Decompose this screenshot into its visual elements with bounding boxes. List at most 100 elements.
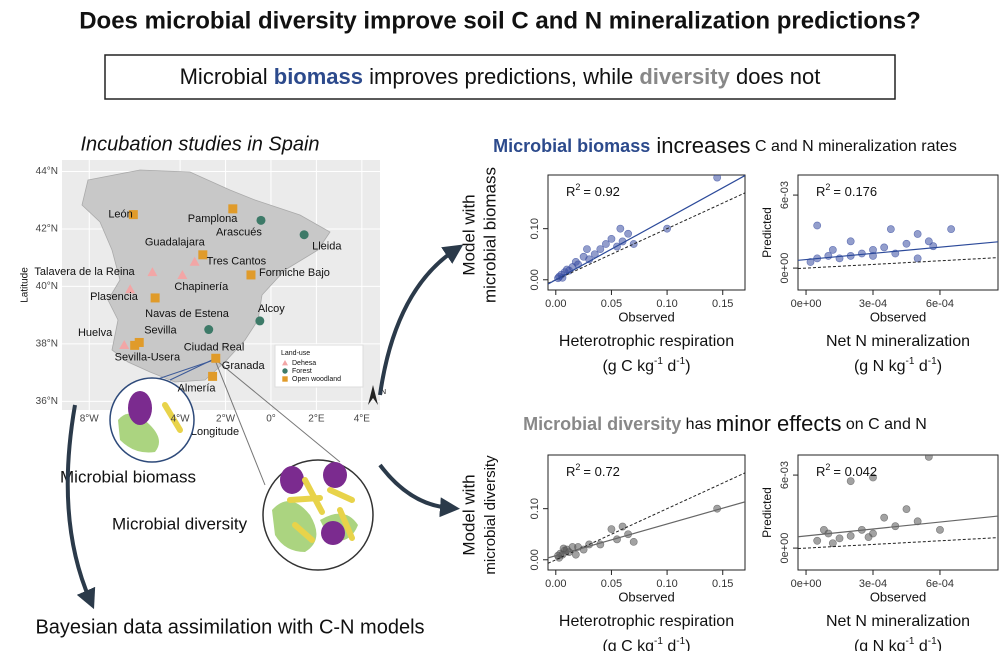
r2-sup: 2 xyxy=(825,462,830,472)
site-label: Almería xyxy=(178,382,217,394)
site-label: Huelva xyxy=(78,327,113,339)
unit-label: (g N kg-1 d-1) xyxy=(854,636,942,651)
unit-part: (g C kg xyxy=(602,358,654,375)
unit-label: (g C kg-1 d-1) xyxy=(602,636,690,651)
r2-symbol: R xyxy=(566,464,575,479)
r-squared: R2 = 0.72 xyxy=(566,462,620,479)
unit-sup: -1 xyxy=(928,356,937,367)
site-label: Alcoy xyxy=(258,303,285,315)
x-tick-label: 3e-04 xyxy=(859,578,887,590)
site-label: Tres Cantos xyxy=(207,256,267,268)
plot-area xyxy=(798,455,998,550)
row-heading: Microbial diversity has minor effects on… xyxy=(523,411,927,436)
site-marker xyxy=(256,215,266,225)
unit-part: ) xyxy=(685,358,690,375)
map-tick-label: 2°E xyxy=(308,414,325,425)
heading-part: has xyxy=(681,416,716,433)
unit-part: ) xyxy=(937,638,942,651)
y-tick-label: 0.10 xyxy=(529,218,541,239)
site-label: Arascués xyxy=(216,226,262,238)
r2-value: = 0.72 xyxy=(583,464,620,479)
site-label: Guadalajara xyxy=(145,237,206,249)
x-tick-label: 0.10 xyxy=(656,298,677,310)
r2-sup: 2 xyxy=(575,462,580,472)
map-tick-label: 0° xyxy=(266,414,276,425)
subtitle-part: Microbial xyxy=(180,64,274,89)
y-axis-label: Predicted xyxy=(760,487,774,538)
title: Does microbial diversity improve soil C … xyxy=(79,7,921,34)
bubble-label: Microbial biomass xyxy=(60,467,196,486)
x-tick-label: 0.15 xyxy=(712,298,733,310)
point xyxy=(864,533,873,542)
microbe-icon xyxy=(118,413,159,453)
site-label: Talavera de la Reina xyxy=(34,266,135,278)
site-label: Plasencia xyxy=(90,291,139,303)
site-marker xyxy=(134,337,144,347)
r2-sup: 2 xyxy=(825,182,830,192)
site-marker xyxy=(147,267,158,277)
point xyxy=(913,230,922,238)
map-tick-label: 4°E xyxy=(354,414,371,425)
site-marker xyxy=(204,325,214,335)
site-label: Pamplona xyxy=(188,213,238,225)
site-label: Lleida xyxy=(312,241,342,253)
r2-symbol: R xyxy=(816,184,825,199)
site-marker xyxy=(299,230,309,240)
site-marker xyxy=(246,270,256,280)
map-xlabel: Longitude xyxy=(191,426,239,438)
map-tick-label: 40°N xyxy=(36,281,58,292)
map-tick-label: 42°N xyxy=(36,224,58,235)
heading-part: Microbial diversity xyxy=(523,414,681,434)
unit-sup: -1 xyxy=(928,636,937,647)
site-label: Ciudad Real xyxy=(184,341,245,353)
site-marker xyxy=(128,210,138,220)
y-tick-label: 0e+00 xyxy=(779,253,791,284)
microbe-icon xyxy=(128,391,152,425)
model-label: microbial biomass xyxy=(480,167,499,303)
subtitle-part: biomass xyxy=(274,64,363,89)
site-marker xyxy=(282,368,288,374)
site-label: Sevilla xyxy=(144,324,177,336)
unit-part: d xyxy=(663,638,676,651)
unit-part: d xyxy=(914,358,927,375)
site-label: Granada xyxy=(222,360,266,372)
point xyxy=(947,225,956,234)
point xyxy=(607,234,616,243)
point xyxy=(806,258,815,266)
unit-sup: -1 xyxy=(676,636,685,647)
subtitle-part: diversity xyxy=(639,64,730,89)
x-tick-label: 0.05 xyxy=(601,578,622,590)
point xyxy=(713,175,722,182)
model-label: microbial diversity xyxy=(482,455,499,575)
legend-label: Dehesa xyxy=(292,360,316,367)
site-marker xyxy=(282,376,288,382)
x-axis-label: Observed xyxy=(618,589,674,604)
map-tick-label: 8°W xyxy=(80,414,100,425)
plot-area xyxy=(798,221,998,270)
subtitle: Microbial biomass improves predictions, … xyxy=(180,64,821,89)
point xyxy=(559,544,568,553)
subtitle-part: does not xyxy=(730,64,821,89)
north-label: N xyxy=(381,389,386,396)
x-tick-label: 0e+00 xyxy=(791,578,822,590)
y-axis-label: Predicted xyxy=(760,207,774,258)
point xyxy=(607,525,616,534)
y-tick-label: 0.10 xyxy=(529,498,541,519)
r-squared: R2 = 0.176 xyxy=(816,182,877,199)
heading-part: Microbial biomass xyxy=(493,136,650,156)
point xyxy=(857,249,866,258)
site-marker xyxy=(211,353,221,363)
point xyxy=(835,534,844,543)
point xyxy=(846,477,855,486)
x-axis-label: Observed xyxy=(870,589,926,604)
heading-part: increases xyxy=(650,133,750,158)
unit-label: (g C kg-1 d-1) xyxy=(602,356,690,376)
map-title: Incubation studies in Spain xyxy=(80,133,319,155)
map-tick-label: 38°N xyxy=(36,339,58,350)
unit-part: d xyxy=(914,638,927,651)
heading-part: C and N mineralization rates xyxy=(751,138,957,155)
point xyxy=(629,240,638,248)
x-tick-label: 6e-04 xyxy=(926,298,954,310)
r2-value: = 0.176 xyxy=(833,184,877,199)
point xyxy=(624,229,633,238)
